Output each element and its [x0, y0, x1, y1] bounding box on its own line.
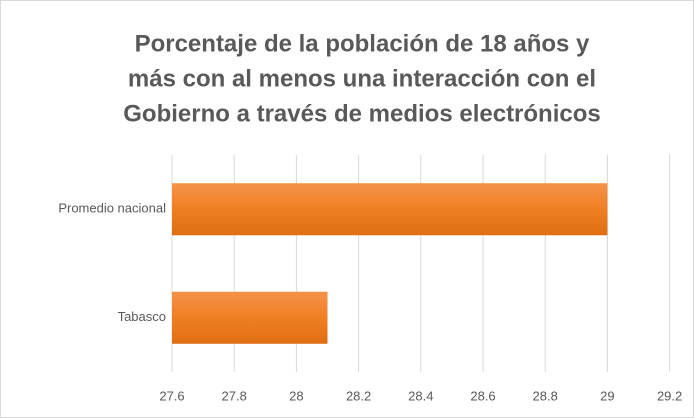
x-tick-label: 28.2	[346, 388, 371, 403]
x-tick-label: 28.6	[470, 388, 495, 403]
y-tick-label: Tabasco	[118, 309, 166, 324]
x-tick-label: 29	[600, 388, 614, 403]
x-tick-label: 28.4	[408, 388, 433, 403]
chart-title: Gobierno a través de medios electrónicos	[123, 100, 601, 127]
chart-title: más con al menos una interacción con el	[128, 65, 596, 92]
x-tick-label: 27.8	[222, 388, 247, 403]
bar	[172, 183, 608, 236]
chart-title: Porcentaje de la población de 18 años y	[135, 30, 590, 57]
x-tick-label: 27.6	[159, 388, 184, 403]
x-tick-label: 28	[289, 388, 303, 403]
x-tick-label: 28.8	[533, 388, 558, 403]
y-tick-label: Promedio nacional	[58, 201, 166, 216]
bar	[172, 291, 328, 344]
x-tick-label: 29.2	[657, 388, 682, 403]
